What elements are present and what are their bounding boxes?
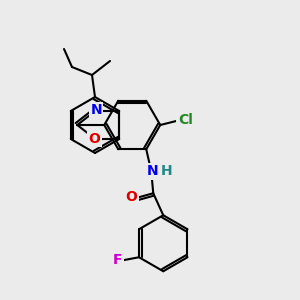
Text: N: N: [90, 103, 102, 117]
Text: O: O: [125, 190, 137, 204]
Text: F: F: [113, 253, 123, 267]
Text: H: H: [161, 164, 173, 178]
Text: O: O: [88, 132, 100, 146]
Text: N: N: [146, 164, 158, 178]
Text: Cl: Cl: [178, 113, 193, 127]
